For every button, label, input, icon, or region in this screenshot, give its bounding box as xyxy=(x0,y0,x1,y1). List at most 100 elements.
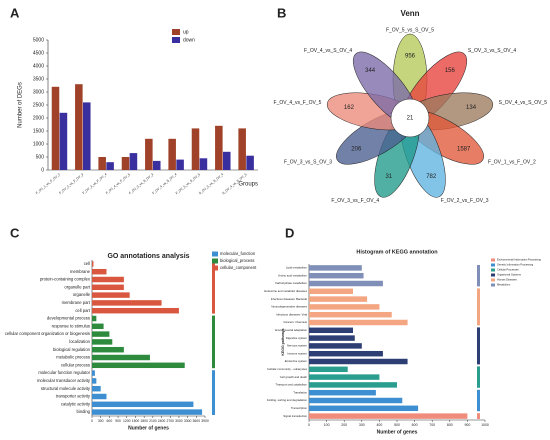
y-tick-label: Immune system xyxy=(287,351,307,355)
y-tick-label: Cancers: Overview xyxy=(283,320,308,324)
y-tick-label: Digestive system xyxy=(286,336,308,340)
group-strip xyxy=(477,389,480,412)
x-tick-label: 800 xyxy=(447,423,453,427)
legend-label: Environmental Information Processing xyxy=(497,258,541,262)
legend-label: cellular_component xyxy=(220,265,257,270)
chart-title: Histogram of KEGG annotation xyxy=(356,249,438,255)
y-tick-label: 1000 xyxy=(33,141,44,147)
x-tick-label: F_OV_3_vs_F_OV_4 xyxy=(82,172,108,195)
x-tick-label: 1000 xyxy=(481,423,489,427)
x-axis-label: Groups xyxy=(238,182,258,188)
legend-label: down xyxy=(183,37,195,43)
set-name: F_OV_4_vs_S_OV_4 xyxy=(304,48,352,54)
bar xyxy=(199,158,208,170)
y-tick-label: Nervous system xyxy=(287,344,308,348)
bar xyxy=(92,331,110,337)
legend-label: Genetic Information Processing xyxy=(497,263,534,267)
y-tick-label: protein-containing complex xyxy=(40,277,91,282)
bar xyxy=(92,346,124,353)
x-tick-label: 3000 xyxy=(175,419,183,423)
bar xyxy=(92,276,124,283)
bar xyxy=(309,296,368,302)
chart-title: Venn xyxy=(400,9,419,18)
bar xyxy=(92,385,101,392)
y-tick-label: Carbohydrate metabolism xyxy=(275,281,308,285)
y-tick-label: molecular function regulator xyxy=(38,370,90,375)
y-tick-label: developmental process xyxy=(47,316,90,321)
center-circle xyxy=(390,98,430,138)
bar xyxy=(215,125,223,170)
bar xyxy=(51,86,60,170)
y-tick-label: 3000 xyxy=(33,89,44,95)
petal-value: 956 xyxy=(405,54,416,60)
set-name: F_OV_1_vs_F_OV_2 xyxy=(488,159,536,165)
y-tick-label: catalytic activity xyxy=(61,401,91,406)
x-tick-label: 500 xyxy=(394,423,400,427)
legend-swatch xyxy=(491,283,495,287)
y-tick-label: cellular component organization or bioge… xyxy=(5,331,90,336)
y-tick-label: 5000 xyxy=(33,37,44,43)
bar xyxy=(309,319,408,326)
bar xyxy=(92,339,113,345)
y-tick-label: Amino acid metabolism xyxy=(278,273,308,277)
group-strip xyxy=(477,265,480,287)
bar xyxy=(92,307,179,314)
bar xyxy=(309,288,353,295)
chart-title: GO annotations analysis xyxy=(107,253,189,260)
x-tick-label: 400 xyxy=(376,423,382,427)
y-tick-label: Endocrine system xyxy=(285,359,308,363)
y-tick-label: Transcription xyxy=(291,406,308,410)
bar xyxy=(309,265,362,271)
x-tick-label: F_OV_1_vs_F_OV_2 xyxy=(35,172,61,195)
panel-label: C xyxy=(10,225,20,240)
x-tick-label: 200 xyxy=(341,423,347,427)
bar xyxy=(92,362,185,369)
x-tick-label: 300 xyxy=(359,423,365,427)
petal-value: 344 xyxy=(365,68,376,74)
group-strip xyxy=(212,261,215,314)
legend-label: Cellular Processes xyxy=(497,268,519,272)
bar xyxy=(176,159,184,170)
y-tick-label: Neurodegenerative diseases xyxy=(271,305,307,309)
bar xyxy=(129,153,138,170)
y-tick-label: Signal transduction xyxy=(283,414,307,418)
set-name: F_OV_3_vs_S_OV_3 xyxy=(284,159,332,165)
x-tick-label: F_OV_2_vs_F_OV_3 xyxy=(58,172,84,195)
bar xyxy=(191,128,200,170)
legend-swatch xyxy=(212,251,218,257)
petal-value: 782 xyxy=(426,174,437,180)
bar xyxy=(92,370,95,376)
y-tick-label: 2500 xyxy=(33,102,44,108)
bar xyxy=(309,280,383,287)
x-tick-label: 900 xyxy=(115,419,121,423)
y-tick-label: localization xyxy=(69,339,90,344)
y-tick-label: Lipid metabolism xyxy=(286,266,308,270)
y-tick-label: 4000 xyxy=(33,63,44,69)
bar xyxy=(168,138,176,170)
x-tick-label: 100 xyxy=(324,423,330,427)
legend-swatch xyxy=(491,268,495,272)
bar xyxy=(92,378,97,384)
legend-swatch xyxy=(491,263,495,267)
petal-value: 134 xyxy=(466,105,477,111)
bar xyxy=(309,366,348,373)
y-tick-label: organelle xyxy=(73,292,91,297)
x-tick-label: 2100 xyxy=(149,419,157,423)
set-name: F_OV_2_vs_F_OV_3 xyxy=(441,198,489,204)
x-tick-label: 600 xyxy=(412,423,418,427)
x-tick-label: 2400 xyxy=(158,419,166,423)
x-tick-label: 300 xyxy=(98,419,104,423)
bar xyxy=(309,397,403,404)
bar xyxy=(153,160,161,170)
x-tick-label: 0 xyxy=(308,423,310,427)
legend-label: Metabolism xyxy=(497,283,510,287)
y-tick-label: Endocrine and metabolic diseases xyxy=(264,289,307,293)
bar xyxy=(309,304,380,310)
x-axis-label: Number of genes xyxy=(128,425,169,431)
legend-label: biological_process xyxy=(220,258,254,263)
bar xyxy=(145,138,153,170)
petal-value: 31 xyxy=(385,174,392,180)
bar xyxy=(309,382,397,388)
legend-swatch xyxy=(491,278,495,282)
bar xyxy=(75,84,83,170)
